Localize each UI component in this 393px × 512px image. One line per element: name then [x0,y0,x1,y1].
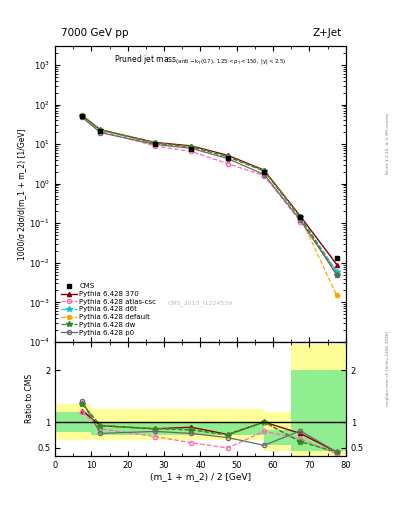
Pythia 6.428 default [262,168,266,174]
CMS [189,146,194,152]
Pythia 6.428 370 [225,152,230,158]
Pythia 6.428 default [334,292,339,298]
Pythia 6.428 dw [334,271,339,278]
Pythia 6.428 dw [189,144,194,150]
Pythia 6.428 atlas-csc [152,143,157,149]
Pythia 6.428 d6t [80,113,84,119]
Text: 7000 GeV pp: 7000 GeV pp [61,28,129,38]
Pythia 6.428 p0 [334,271,339,278]
Pythia 6.428 p0 [189,145,194,152]
Pythia 6.428 atlas-csc [98,129,103,135]
Pythia 6.428 atlas-csc [262,173,266,179]
Text: mcplots.cern.ch [arXiv:1306.3436]: mcplots.cern.ch [arXiv:1306.3436] [386,331,390,406]
Pythia 6.428 default [225,154,230,160]
Pythia 6.428 dw [262,168,266,174]
CMS [80,113,84,119]
Pythia 6.428 default [189,144,194,150]
Line: Pythia 6.428 370: Pythia 6.428 370 [80,114,339,267]
CMS [334,255,339,261]
Pythia 6.428 p0 [225,156,230,162]
Pythia 6.428 atlas-csc [225,161,230,167]
Pythia 6.428 370 [298,213,303,219]
Line: CMS: CMS [80,114,339,261]
Pythia 6.428 d6t [298,215,303,221]
Pythia 6.428 370 [152,139,157,145]
Pythia 6.428 atlas-csc [298,219,303,225]
Pythia 6.428 370 [334,262,339,268]
Pythia 6.428 p0 [262,172,266,178]
Pythia 6.428 atlas-csc [80,113,84,119]
Pythia 6.428 default [298,215,303,221]
Pythia 6.428 default [152,140,157,146]
Pythia 6.428 atlas-csc [334,268,339,274]
Line: Pythia 6.428 default: Pythia 6.428 default [80,113,339,297]
Pythia 6.428 dw [80,113,84,119]
Pythia 6.428 dw [298,215,303,221]
Pythia 6.428 370 [262,167,266,173]
Pythia 6.428 dw [225,154,230,160]
X-axis label: (m_1 + m_2) / 2 [GeV]: (m_1 + m_2) / 2 [GeV] [150,472,251,481]
Pythia 6.428 370 [80,113,84,119]
Text: Z+Jet: Z+Jet [313,28,342,38]
Line: Pythia 6.428 d6t: Pythia 6.428 d6t [79,113,340,274]
Text: Rivet 3.1.10, ≥ 3.3M events: Rivet 3.1.10, ≥ 3.3M events [386,113,390,174]
Legend: CMS, Pythia 6.428 370, Pythia 6.428 atlas-csc, Pythia 6.428 d6t, Pythia 6.428 de: CMS, Pythia 6.428 370, Pythia 6.428 atla… [59,281,159,338]
Pythia 6.428 atlas-csc [189,148,194,155]
Text: Pruned jet mass$_{\mathsf{(anti-k_T(0.7),\ 125<p_T<150,\ |y|<2.5)}}$: Pruned jet mass$_{\mathsf{(anti-k_T(0.7)… [114,53,286,68]
Text: CMS_2013_I1224539: CMS_2013_I1224539 [168,301,233,306]
Y-axis label: Ratio to CMS: Ratio to CMS [25,374,34,423]
Pythia 6.428 d6t [189,144,194,150]
Pythia 6.428 d6t [98,126,103,133]
Pythia 6.428 370 [98,126,103,133]
Pythia 6.428 dw [152,140,157,146]
CMS [298,215,303,221]
CMS [98,127,103,134]
Pythia 6.428 p0 [98,130,103,136]
Line: Pythia 6.428 dw: Pythia 6.428 dw [79,113,340,278]
Pythia 6.428 d6t [225,154,230,160]
Pythia 6.428 p0 [80,114,84,120]
CMS [152,141,157,147]
Pythia 6.428 d6t [152,140,157,146]
CMS [262,168,266,175]
Pythia 6.428 p0 [152,141,157,147]
CMS [225,155,230,161]
Y-axis label: 1000/σ 2dσ/d(m_1 + m_2) [1/GeV]: 1000/σ 2dσ/d(m_1 + m_2) [1/GeV] [17,128,26,260]
Pythia 6.428 d6t [262,168,266,174]
Pythia 6.428 default [80,112,84,118]
Pythia 6.428 default [98,126,103,133]
Pythia 6.428 dw [98,126,103,133]
Pythia 6.428 370 [189,143,194,149]
Pythia 6.428 d6t [334,268,339,274]
Line: Pythia 6.428 atlas-csc: Pythia 6.428 atlas-csc [80,114,339,273]
Line: Pythia 6.428 p0: Pythia 6.428 p0 [80,115,339,277]
Pythia 6.428 p0 [298,217,303,223]
